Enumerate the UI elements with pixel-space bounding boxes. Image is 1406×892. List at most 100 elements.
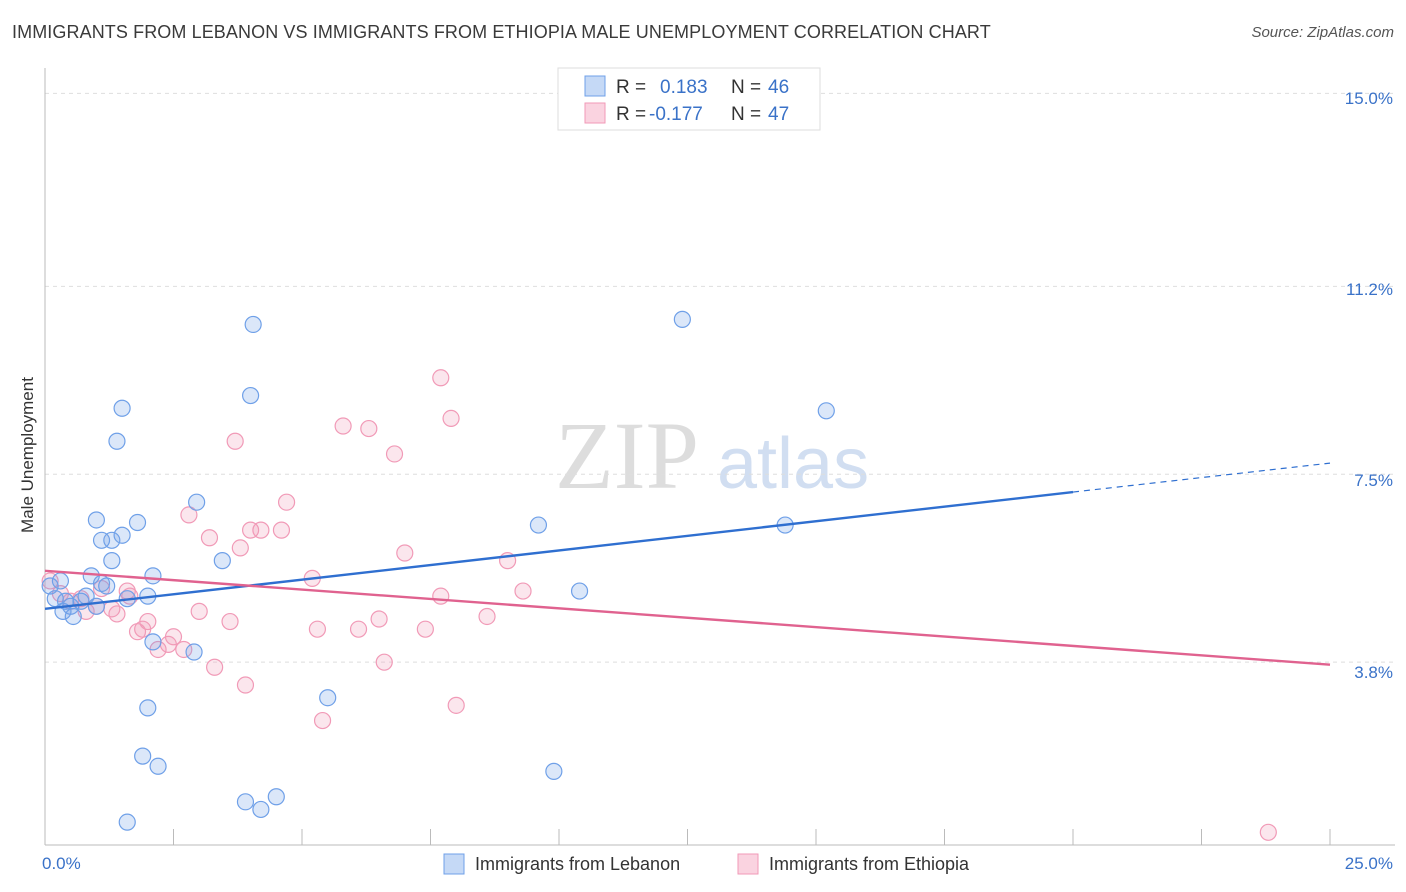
ethiopia-point	[1259, 823, 1277, 841]
lebanon-point	[128, 513, 147, 532]
ethiopia-point	[277, 493, 296, 511]
legend-swatch-ethiopia	[584, 102, 606, 124]
lebanon-point	[244, 315, 262, 334]
ethiopia-point	[396, 544, 414, 562]
lebanon-point	[103, 531, 121, 549]
ethiopia-point	[231, 539, 249, 557]
watermark-zip: ZIP	[555, 402, 699, 509]
ethiopia-point	[313, 711, 332, 730]
legend-n-label: N =	[731, 77, 761, 98]
ethiopia-point	[432, 587, 450, 605]
lebanon-point	[144, 567, 162, 585]
lebanon-point	[236, 793, 255, 811]
lebanon-point	[242, 386, 260, 405]
x-ticks	[173, 829, 1331, 845]
chart-source: Source: ZipAtlas.com	[1251, 24, 1394, 41]
lebanon-point	[98, 577, 116, 595]
ethiopia-point	[272, 521, 291, 539]
lebanon-point	[113, 399, 131, 417]
legend-r-label: R =	[616, 77, 646, 98]
y-tick-label: 15.0%	[1345, 89, 1393, 108]
ethiopia-point	[349, 620, 368, 638]
ethiopia-point	[226, 432, 244, 450]
ethiopia-trend-line	[44, 569, 1331, 666]
ethiopia-point	[375, 653, 393, 671]
ethiopia-point	[360, 419, 378, 438]
ethiopia-point	[139, 612, 157, 631]
ethiopia-point	[221, 612, 239, 631]
ethiopia-point	[334, 417, 352, 435]
bottom-legend-swatch-lebanon	[443, 853, 465, 875]
bottom-legend-swatch-ethiopia	[737, 853, 759, 875]
lebanon-point	[87, 511, 106, 529]
lebanon-point	[545, 762, 563, 780]
lebanon-point	[108, 432, 126, 450]
ethiopia-point	[370, 610, 388, 628]
watermark-atlas: atlas	[717, 424, 869, 504]
legend-n-lebanon: 46	[768, 77, 789, 98]
chart-title: IMMIGRANTS FROM LEBANON VS IMMIGRANTS FR…	[12, 22, 991, 42]
lebanon-point	[570, 582, 589, 600]
y-tick-label: 3.8%	[1354, 663, 1393, 682]
ethiopia-point	[416, 620, 434, 638]
lebanon-point	[139, 699, 157, 717]
ethiopia-point	[447, 696, 465, 714]
lebanon-point	[41, 577, 59, 595]
legend-r-lebanon: 0.183	[660, 77, 708, 98]
legend-r-ethiopia: -0.177	[649, 104, 703, 125]
lebanon-point	[673, 310, 691, 328]
legend-n-ethiopia: 47	[768, 104, 789, 125]
lebanon-point	[252, 800, 270, 819]
lebanon-point	[149, 757, 167, 775]
lebanon-point	[185, 643, 203, 661]
x-tick-label-max: 25.0%	[1345, 854, 1393, 873]
ethiopia-point	[432, 369, 450, 387]
ethiopia-point	[385, 445, 404, 463]
ethiopia-point	[252, 521, 270, 539]
y-tick-label: 11.2%	[1346, 280, 1393, 299]
series-legend: Immigrants from Lebanon Immigrants from …	[443, 853, 970, 875]
ethiopia-point	[236, 676, 255, 694]
legend-r-label: R =	[616, 104, 646, 125]
bottom-legend-ethiopia: Immigrants from Ethiopia	[769, 854, 970, 874]
correlation-legend: R = 0.183 N = 46 R = -0.177 N = 47	[557, 67, 821, 131]
lebanon-point	[118, 813, 136, 831]
y-tick-labels: 15.0% 11.2% 7.5% 3.8%	[1345, 89, 1393, 682]
watermark: ZIP atlas	[555, 402, 869, 509]
ethiopia-point	[442, 409, 460, 428]
ethiopia-point	[200, 529, 219, 547]
y-axis-label: Male Unemployment	[18, 377, 37, 533]
trend-lines	[44, 462, 1331, 666]
ethiopia-point	[190, 602, 208, 620]
lebanon-point	[188, 493, 206, 511]
x-tick-label-min: 0.0%	[42, 854, 81, 873]
lebanon-point	[213, 552, 231, 570]
lebanon-point	[113, 526, 131, 544]
bottom-legend-lebanon: Immigrants from Lebanon	[475, 854, 680, 874]
lebanon-point	[267, 788, 285, 806]
lebanon-trend-extension	[1072, 462, 1331, 493]
ethiopia-point	[108, 605, 126, 623]
ethiopia-point	[206, 658, 224, 676]
ethiopia-point	[308, 620, 327, 638]
lebanon-point	[144, 633, 162, 651]
lebanon-point	[529, 516, 548, 534]
ethiopia-point	[478, 607, 496, 626]
lebanon-point	[51, 572, 70, 590]
lebanon-point	[103, 552, 121, 570]
ethiopia-point	[514, 582, 532, 600]
ethiopia-point	[180, 506, 198, 524]
lebanon-point	[134, 747, 152, 765]
lebanon-point	[87, 597, 106, 615]
lebanon-point	[817, 402, 835, 420]
legend-n-label: N =	[731, 104, 761, 125]
lebanon-trend-line	[44, 490, 1074, 611]
ethiopia-point	[175, 640, 193, 659]
y-tick-label: 7.5%	[1354, 471, 1393, 490]
series-lebanon-points	[41, 310, 835, 831]
legend-swatch-lebanon	[584, 75, 606, 97]
lebanon-point	[319, 689, 337, 707]
ethiopia-point	[164, 628, 183, 646]
lebanon-point	[64, 607, 82, 626]
